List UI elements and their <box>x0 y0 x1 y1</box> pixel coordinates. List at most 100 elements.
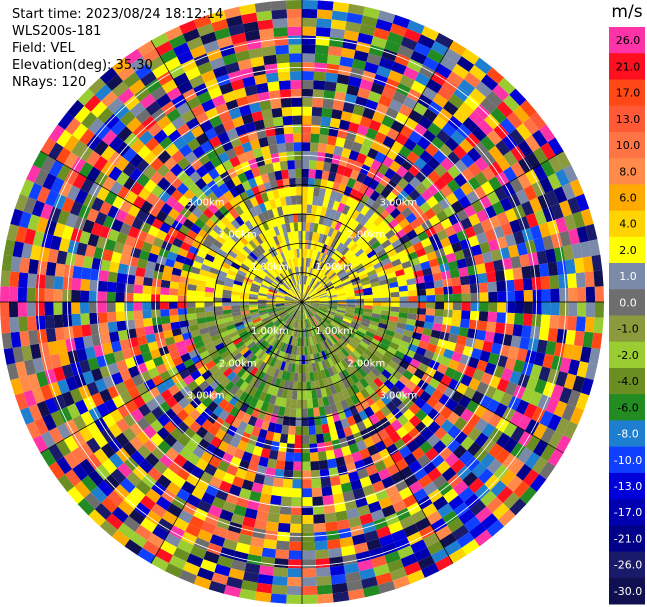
velocity-gate <box>355 201 365 213</box>
velocity-gate <box>165 447 180 461</box>
velocity-gate <box>337 361 346 372</box>
velocity-gate <box>327 394 335 405</box>
velocity-gate <box>226 357 236 368</box>
velocity-gate <box>407 251 419 261</box>
velocity-gate <box>115 447 131 463</box>
velocity-gate <box>321 423 330 434</box>
velocity-gate <box>460 181 474 196</box>
velocity-gate <box>177 302 187 309</box>
velocity-gate <box>459 138 474 154</box>
velocity-gate <box>287 568 302 578</box>
velocity-gate <box>345 331 355 339</box>
velocity-gate <box>541 302 551 316</box>
velocity-gate <box>302 390 308 400</box>
velocity-gate <box>409 235 421 246</box>
velocity-gate <box>509 88 527 106</box>
velocity-gate <box>106 281 117 293</box>
velocity-gate <box>521 200 535 217</box>
velocity-gate <box>187 452 201 466</box>
velocity-gate <box>414 397 427 409</box>
velocity-gate <box>288 35 302 45</box>
velocity-gate <box>230 374 241 385</box>
velocity-gate <box>350 373 360 384</box>
velocity-gate <box>177 434 191 447</box>
velocity-gate <box>510 255 522 269</box>
velocity-gate <box>381 476 395 489</box>
velocity-gate <box>463 204 477 218</box>
velocity-gate <box>151 555 169 572</box>
velocity-gate <box>380 314 390 321</box>
velocity-gate <box>0 286 10 302</box>
velocity-gate <box>424 143 439 157</box>
velocity-gate <box>395 82 411 97</box>
velocity-gate <box>333 145 344 157</box>
velocity-gate <box>302 568 317 578</box>
velocity-gate <box>312 195 319 206</box>
velocity-gate <box>456 362 468 375</box>
velocity-gate <box>341 204 351 215</box>
velocity-gate <box>345 343 355 353</box>
velocity-gate <box>327 325 336 334</box>
velocity-gate <box>352 282 363 289</box>
velocity-gate <box>348 516 362 528</box>
velocity-gate <box>335 311 345 316</box>
velocity-gate <box>517 373 531 388</box>
velocity-gate <box>408 188 421 201</box>
velocity-gate <box>336 73 351 85</box>
velocity-gate <box>304 319 308 329</box>
velocity-gate <box>512 324 523 337</box>
velocity-gate <box>302 302 311 304</box>
velocity-gate <box>323 316 332 323</box>
velocity-gate <box>302 17 317 28</box>
velocity-gate <box>343 426 353 438</box>
velocity-gate <box>257 350 266 360</box>
velocity-gate <box>495 139 511 156</box>
velocity-gate <box>267 422 277 433</box>
velocity-gate <box>197 529 213 543</box>
colorbar-tick-label: 10.0 <box>616 139 641 152</box>
velocity-gate <box>271 486 283 497</box>
velocity-gate <box>403 28 422 43</box>
velocity-gate <box>363 290 373 296</box>
velocity-gate <box>398 285 409 292</box>
velocity-gate <box>273 368 281 379</box>
velocity-gate <box>476 381 489 395</box>
velocity-gate <box>389 567 408 581</box>
velocity-gate <box>292 479 302 489</box>
velocity-gate <box>157 413 170 427</box>
velocity-gate <box>343 562 360 574</box>
velocity-gate <box>420 189 434 202</box>
velocity-gate <box>142 285 152 295</box>
velocity-gate <box>305 257 309 267</box>
velocity-gate <box>473 404 487 419</box>
velocity-gate <box>316 323 323 332</box>
velocity-gate <box>380 288 391 294</box>
velocity-gate <box>216 373 227 384</box>
velocity-gate <box>315 241 322 252</box>
velocity-gate <box>484 261 496 273</box>
velocity-gate <box>322 266 330 275</box>
velocity-gate <box>334 314 344 321</box>
velocity-gate <box>471 390 485 405</box>
velocity-gate <box>516 242 528 256</box>
velocity-gate <box>575 316 586 332</box>
velocity-gate <box>270 337 278 347</box>
velocity-gate <box>288 335 293 345</box>
velocity-gate <box>336 519 351 531</box>
velocity-gate <box>342 378 351 390</box>
velocity-gate <box>331 484 343 496</box>
velocity-gate <box>440 406 453 420</box>
velocity-gate <box>484 474 501 491</box>
velocity-gate <box>355 266 366 274</box>
velocity-gate <box>453 159 468 174</box>
velocity-gate <box>335 82 349 94</box>
velocity-gate <box>383 379 395 390</box>
velocity-gate <box>281 370 288 381</box>
velocity-gate <box>230 302 240 306</box>
velocity-gate <box>585 302 596 318</box>
velocity-gate <box>218 398 229 410</box>
velocity-gate <box>238 459 250 471</box>
velocity-gate <box>302 506 314 516</box>
velocity-gate <box>394 350 405 360</box>
velocity-gate <box>117 462 133 478</box>
